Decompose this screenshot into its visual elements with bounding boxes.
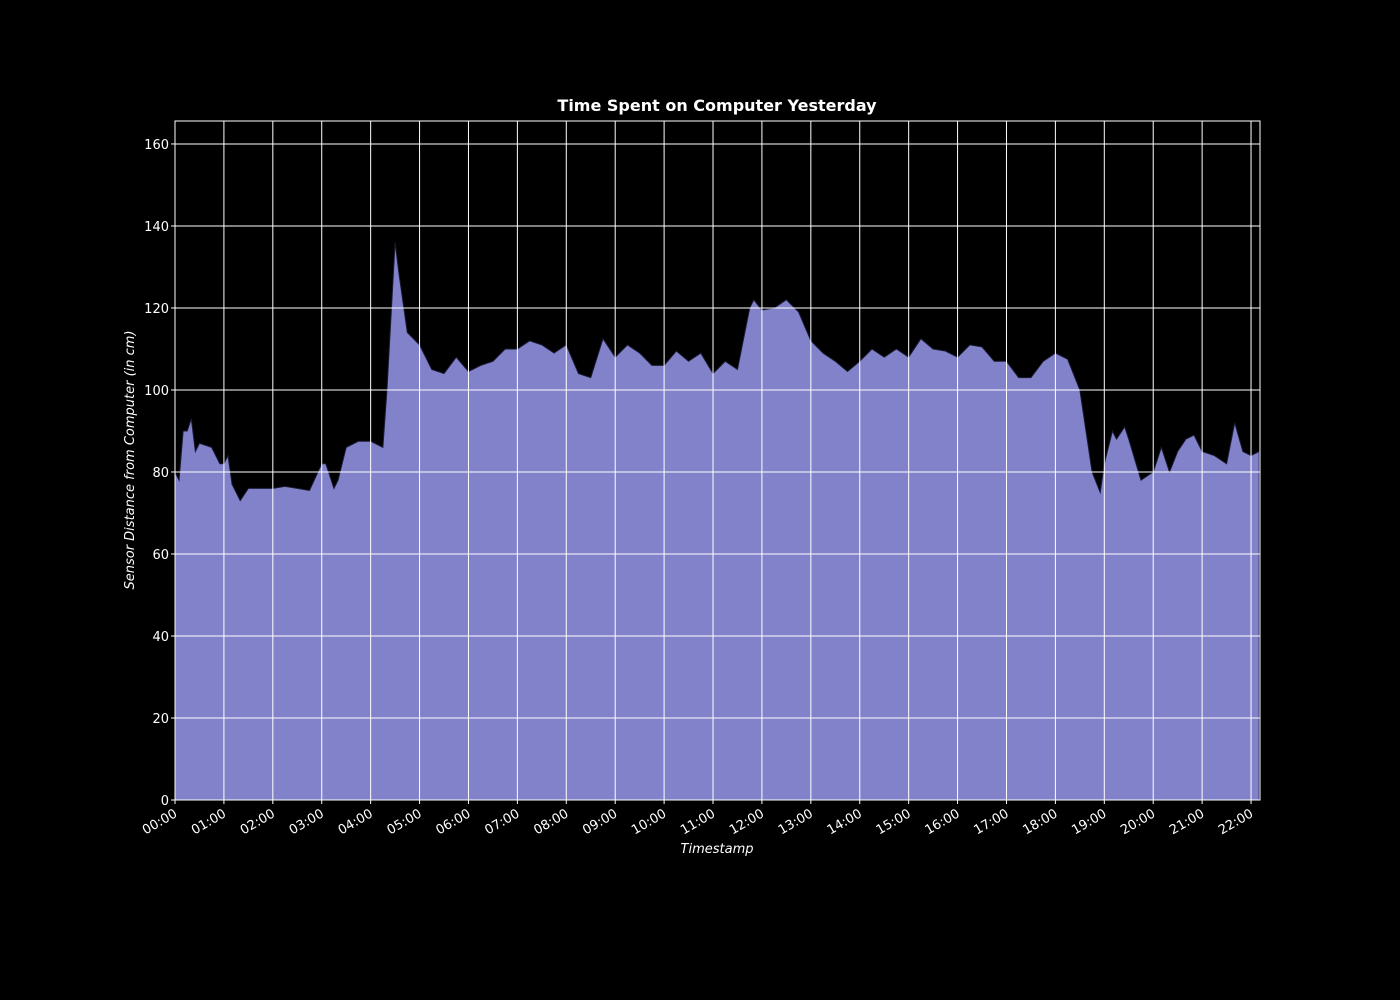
x-tick-label: 15:00 bbox=[874, 806, 914, 838]
x-tick-label: 07:00 bbox=[482, 806, 522, 838]
x-tick-label: 22:00 bbox=[1216, 806, 1256, 838]
x-tick-label: 05:00 bbox=[385, 806, 425, 838]
x-tick-label: 08:00 bbox=[531, 806, 571, 838]
x-tick-label: 06:00 bbox=[434, 806, 474, 838]
area bbox=[174, 242, 1260, 801]
x-tick-label: 18:00 bbox=[1020, 806, 1060, 838]
x-tick-label: 17:00 bbox=[972, 806, 1012, 838]
x-tick-label: 01:00 bbox=[189, 806, 229, 838]
x-tick-label: 14:00 bbox=[825, 806, 865, 838]
x-tick-label: 11:00 bbox=[678, 806, 718, 838]
x-tick-label: 12:00 bbox=[727, 806, 767, 838]
plot-frame bbox=[174, 120, 1261, 801]
x-tick-label: 10:00 bbox=[629, 806, 669, 838]
y-tick-label: 40 bbox=[152, 630, 169, 645]
x-tick-label: 09:00 bbox=[580, 806, 620, 838]
y-tick-label: 100 bbox=[144, 384, 169, 399]
y-axis-label: Sensor Distance from Computer (in cm) bbox=[123, 330, 138, 589]
y-tick-label: 0 bbox=[161, 794, 169, 809]
y-tick-label: 20 bbox=[152, 712, 169, 727]
x-tick-label: 21:00 bbox=[1167, 806, 1207, 838]
x-tick-label: 03:00 bbox=[287, 806, 327, 838]
x-tick-label: 04:00 bbox=[336, 806, 376, 838]
y-tick-label: 60 bbox=[152, 548, 169, 563]
x-tick-label: 20:00 bbox=[1118, 806, 1158, 838]
x-tick-label: 00:00 bbox=[140, 806, 180, 838]
y-tick-label: 120 bbox=[144, 302, 169, 317]
y-tick-label: 140 bbox=[144, 220, 169, 235]
x-tick-label: 19:00 bbox=[1069, 806, 1109, 838]
y-tick-label: 80 bbox=[152, 466, 169, 481]
chart-title: Time Spent on Computer Yesterday bbox=[557, 96, 877, 115]
x-axis-label: Timestamp bbox=[681, 842, 754, 857]
y-tick-label: 160 bbox=[144, 138, 169, 153]
x-tick-label: 13:00 bbox=[776, 806, 816, 838]
x-tick-label: 16:00 bbox=[923, 806, 963, 838]
x-tick-label: 02:00 bbox=[238, 806, 278, 838]
